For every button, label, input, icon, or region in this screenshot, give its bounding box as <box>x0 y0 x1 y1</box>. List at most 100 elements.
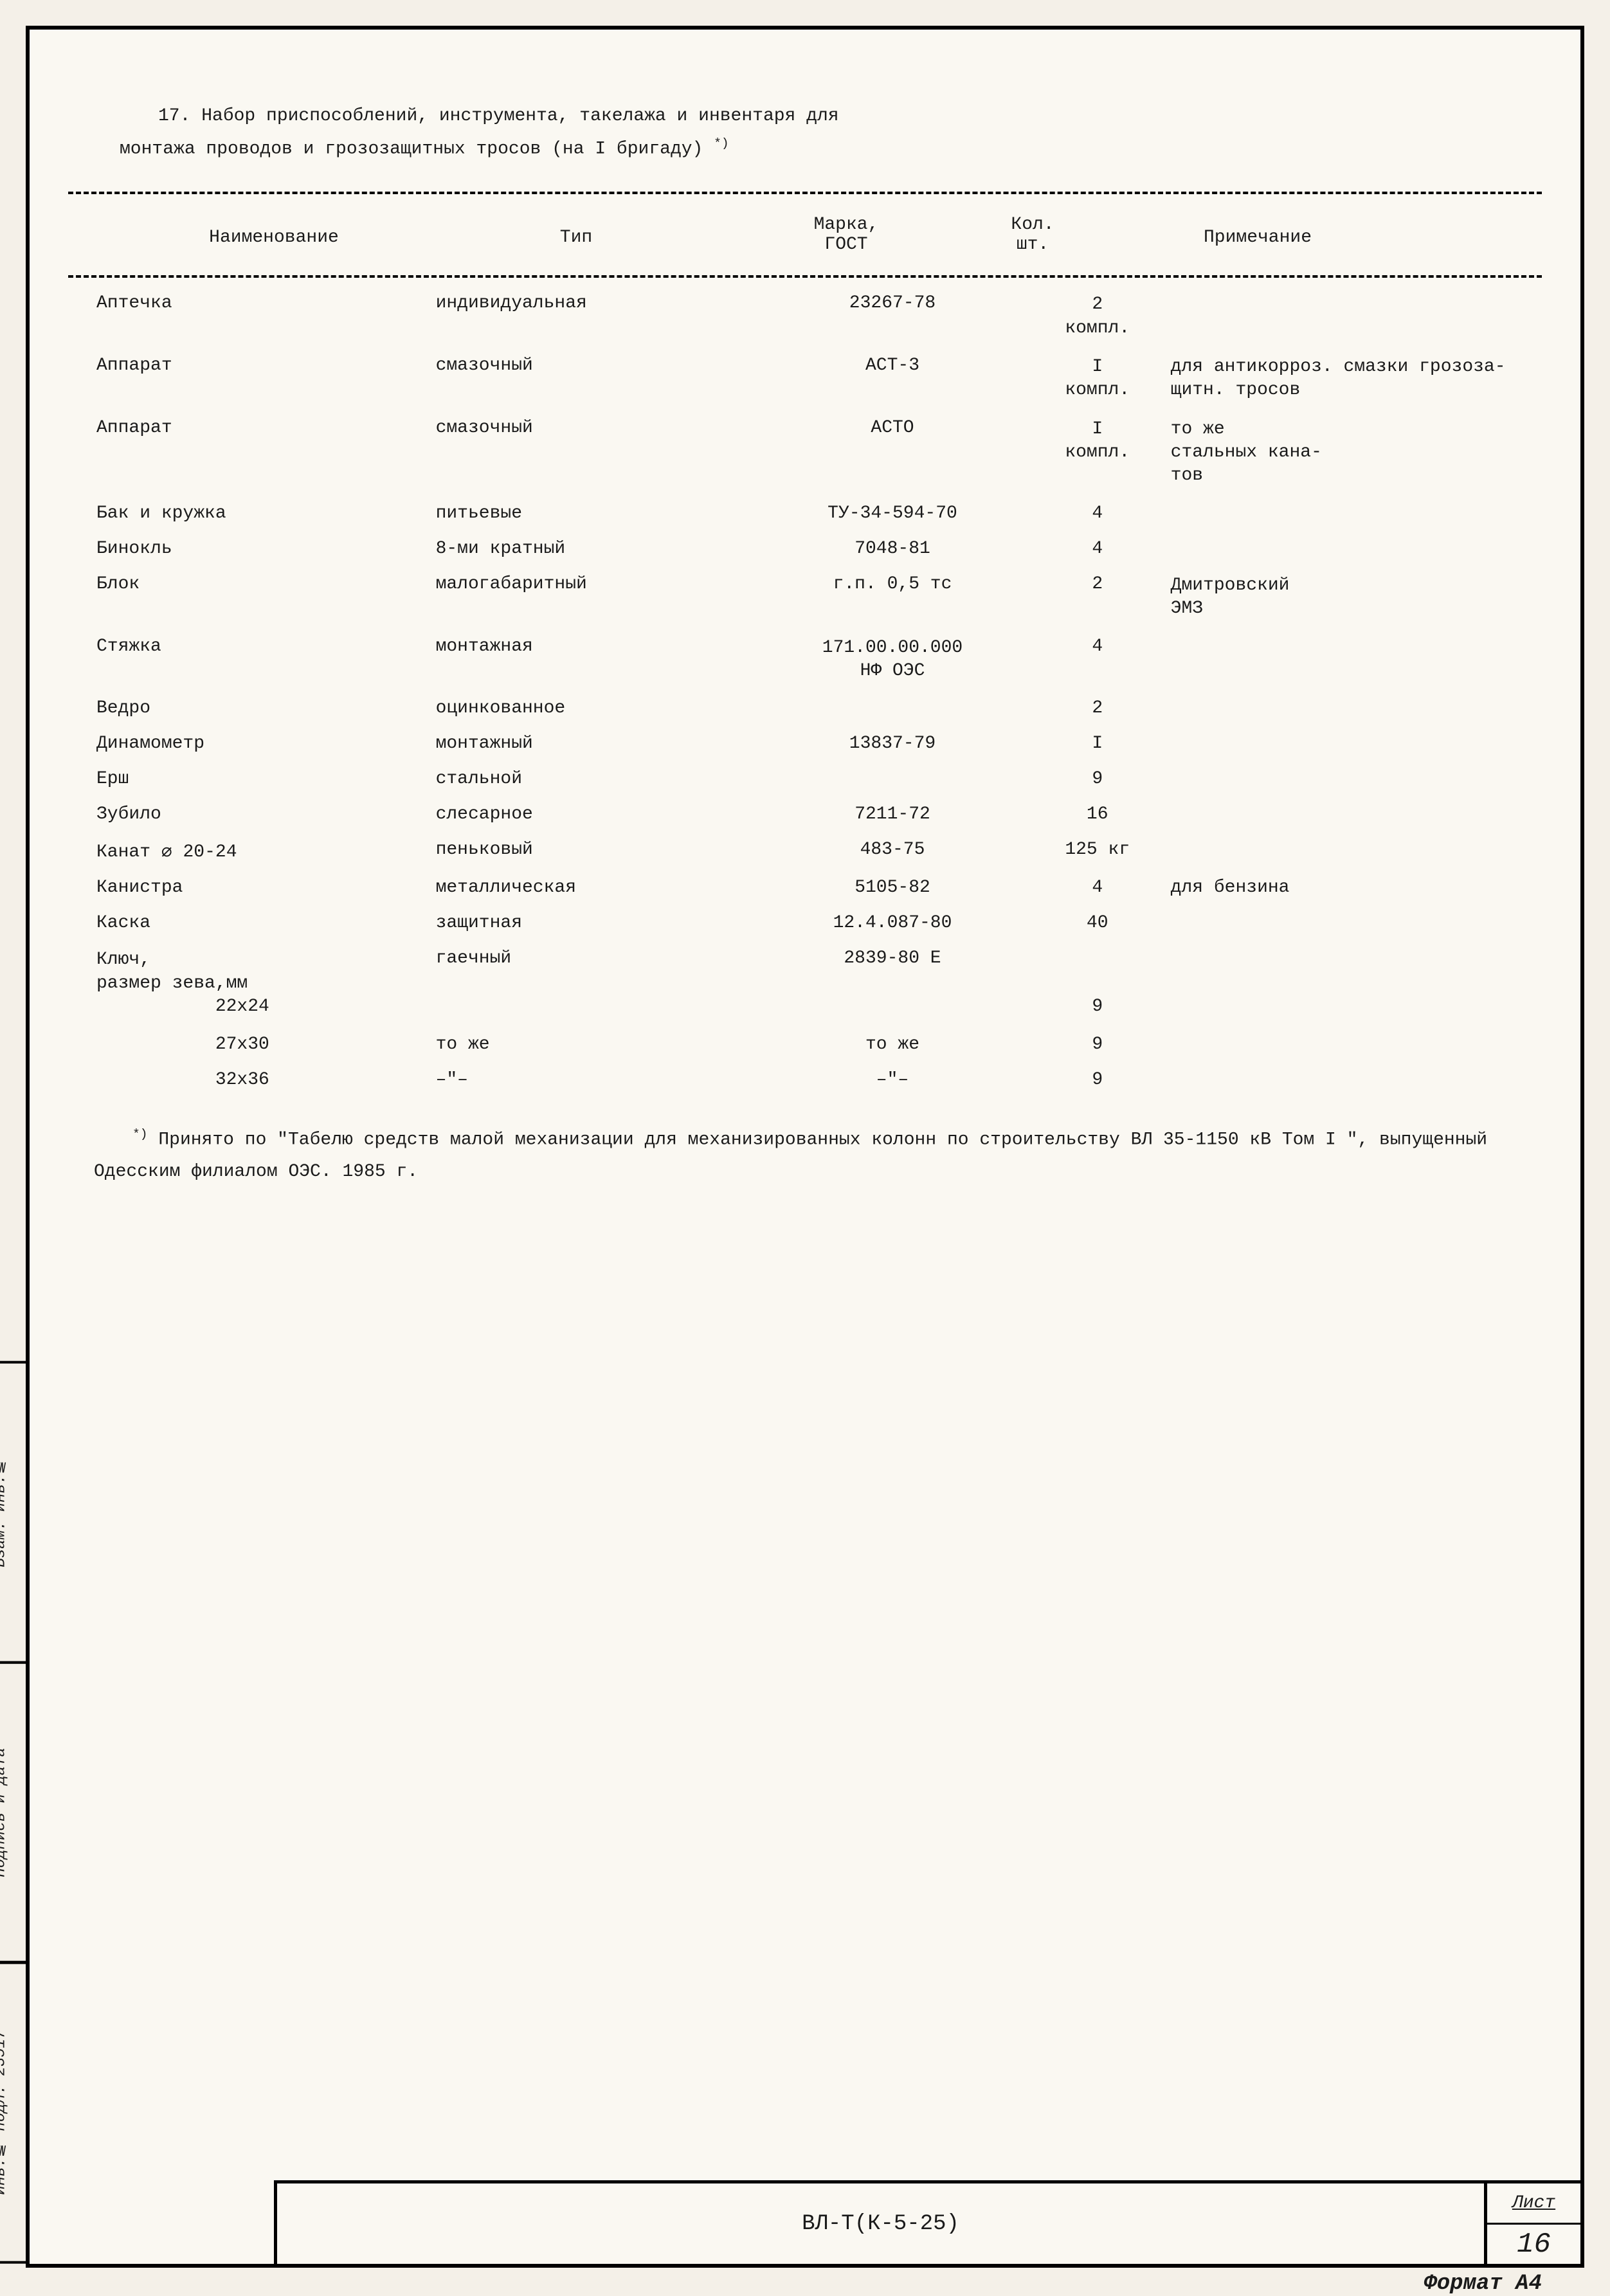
title-line-1: 17. Набор приспособлений, инструмента, т… <box>158 106 839 126</box>
cell-c1: Ведро <box>94 691 433 726</box>
cell-c3: –"– <box>758 1062 1027 1098</box>
cell-c2: то же <box>433 1027 759 1062</box>
cell-c5 <box>1168 629 1542 691</box>
cell-c2: монтажная <box>433 629 759 691</box>
cell-c4: 2 <box>1027 691 1168 726</box>
cell-c5 <box>1168 797 1542 832</box>
table-row: Стяжкамонтажная171.00.00.000 НФ ОЭС4 <box>94 629 1542 691</box>
table-header-row: Наименование Тип Марка, ГОСТ Кол. шт. Пр… <box>68 202 1542 267</box>
cell-c1: Зубило <box>94 797 433 832</box>
table-row: Канат ⌀ 20-24пеньковый483-75125 кг <box>94 832 1542 870</box>
cell-c2: стальной <box>433 761 759 797</box>
cell-c2: слесарное <box>433 797 759 832</box>
cell-c5 <box>1168 691 1542 726</box>
divider-top <box>68 192 1542 194</box>
cell-c4: 9 <box>1027 941 1168 1026</box>
sheet-cell: Лист 16 <box>1484 2183 1580 2264</box>
cell-c3 <box>758 691 1027 726</box>
table-row: Ключ, размер зева,мм 22х24гаечный2839-80… <box>94 941 1542 1026</box>
cell-c4: 40 <box>1027 905 1168 941</box>
header-type: Тип <box>428 215 724 255</box>
table-body: Аптечкаиндивидуальная23267-782 компл. Апп… <box>68 285 1542 1097</box>
cell-c4: I компл. <box>1027 410 1168 496</box>
table-row: Касказащитная12.4.087-8040 <box>94 905 1542 941</box>
cell-c3: 171.00.00.000 НФ ОЭС <box>758 629 1027 691</box>
cell-c1: 32х36 <box>94 1062 433 1098</box>
cell-c5: для бензина <box>1168 870 1542 905</box>
cell-c1: Стяжка <box>94 629 433 691</box>
cell-c2: малогабаритный <box>433 566 759 629</box>
divider-mid <box>68 275 1542 278</box>
header-note: Примечание <box>1097 215 1418 255</box>
cell-c3: 12.4.087-80 <box>758 905 1027 941</box>
cell-c5 <box>1168 761 1542 797</box>
cell-c2: защитная <box>433 905 759 941</box>
format-label: Формат А4 <box>1424 2272 1542 2296</box>
section-title: 17. Набор приспособлений, инструмента, т… <box>120 100 1516 166</box>
cell-c2: индивидуальная <box>433 285 759 348</box>
cell-c1: Бинокль <box>94 531 433 566</box>
document-page: 17. Набор приспособлений, инструмента, т… <box>26 26 1584 2268</box>
cell-c4: 2 компл. <box>1027 285 1168 348</box>
cell-c1: Аппарат <box>94 410 433 496</box>
cell-c5 <box>1168 496 1542 531</box>
stamp-podpis: Подпись и дата <box>0 1661 30 1964</box>
stamp-vzam: Взам. инв.№ <box>0 1361 30 1664</box>
cell-c5 <box>1168 285 1542 348</box>
cell-c5 <box>1168 531 1542 566</box>
header-qty: Кол. шт. <box>968 215 1097 255</box>
title-footnote-mark: *) <box>714 136 729 150</box>
sheet-number: 16 <box>1487 2223 1580 2264</box>
table-row: Бинокль8-ми кратный7048-814 <box>94 531 1542 566</box>
cell-c2: гаечный <box>433 941 759 1026</box>
cell-c5: Дмитровский ЭМЗ <box>1168 566 1542 629</box>
cell-c3: 23267-78 <box>758 285 1027 348</box>
cell-c3: АСТ-3 <box>758 348 1027 410</box>
cell-c3: 7048-81 <box>758 531 1027 566</box>
cell-c5: то же стальных кана- тов <box>1168 410 1542 496</box>
cell-c4: 16 <box>1027 797 1168 832</box>
cell-c2: –"– <box>433 1062 759 1098</box>
cell-c4: 2 <box>1027 566 1168 629</box>
stamp-inv: Инв.№ подл. 23517 <box>0 1961 30 2264</box>
table-row: Аптечкаиндивидуальная23267-782 компл. <box>94 285 1542 348</box>
cell-c3: 483-75 <box>758 832 1027 870</box>
cell-c3: ТУ-34-594-70 <box>758 496 1027 531</box>
side-stamps: Взам. инв.№ Подпись и дата Инв.№ подл. 2… <box>0 1364 30 2264</box>
cell-c5 <box>1168 905 1542 941</box>
title-line-2: монтажа проводов и грозозащитных тросов … <box>120 140 703 159</box>
cell-c5 <box>1168 726 1542 761</box>
cell-c1: Бак и кружка <box>94 496 433 531</box>
cell-c3: г.п. 0,5 тс <box>758 566 1027 629</box>
table-row: 27х30то жето же9 <box>94 1027 1542 1062</box>
cell-c1: Канистра <box>94 870 433 905</box>
table-row: Блокмалогабаритныйг.п. 0,5 тс2Дмитровски… <box>94 566 1542 629</box>
table-row: Бак и кружкапитьевыеТУ-34-594-704 <box>94 496 1542 531</box>
table-row: 32х36–"––"–9 <box>94 1062 1542 1098</box>
cell-c4: 9 <box>1027 761 1168 797</box>
footnote-mark: *) <box>132 1127 148 1141</box>
table-row: Ведрооцинкованное2 <box>94 691 1542 726</box>
cell-c3: 7211-72 <box>758 797 1027 832</box>
cell-c1: Блок <box>94 566 433 629</box>
table-row: Зубилослесарное7211-7216 <box>94 797 1542 832</box>
cell-c2: пеньковый <box>433 832 759 870</box>
cell-c2: металлическая <box>433 870 759 905</box>
cell-c5 <box>1168 1027 1542 1062</box>
cell-c1: Ерш <box>94 761 433 797</box>
cell-c4: 4 <box>1027 496 1168 531</box>
title-block: ВЛ-Т(К-5-25) Лист 16 <box>274 2180 1580 2264</box>
cell-c4: 4 <box>1027 870 1168 905</box>
cell-c4: 9 <box>1027 1062 1168 1098</box>
cell-c1: Канат ⌀ 20-24 <box>94 832 433 870</box>
cell-c1: Динамометр <box>94 726 433 761</box>
cell-c3: 2839-80 Е <box>758 941 1027 1026</box>
cell-c5 <box>1168 1062 1542 1098</box>
cell-c1: 27х30 <box>94 1027 433 1062</box>
cell-c1: Каска <box>94 905 433 941</box>
cell-c2: 8-ми кратный <box>433 531 759 566</box>
document-code: ВЛ-Т(К-5-25) <box>277 2183 1484 2264</box>
cell-c2: монтажный <box>433 726 759 761</box>
cell-c1: Ключ, размер зева,мм 22х24 <box>94 941 433 1026</box>
cell-c4: 4 <box>1027 531 1168 566</box>
